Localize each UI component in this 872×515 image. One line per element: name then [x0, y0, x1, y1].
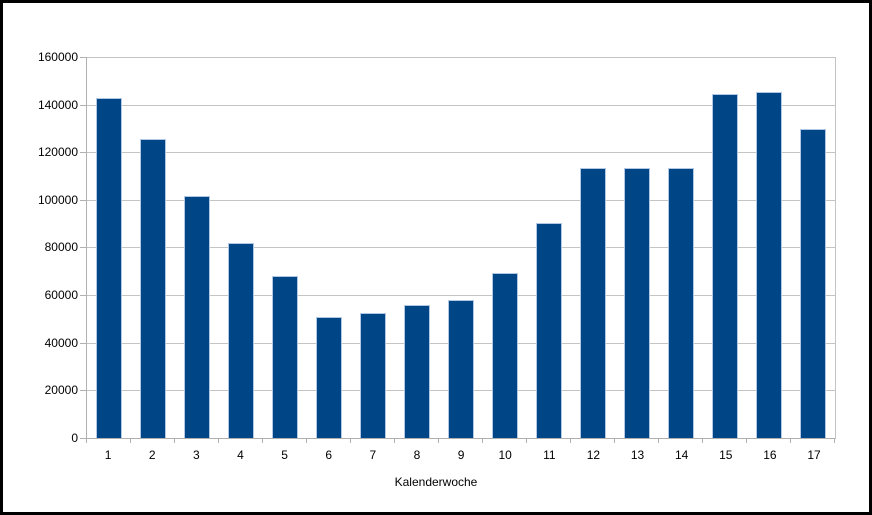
x-axis-tick [394, 438, 395, 443]
x-tick-label: 16 [763, 448, 777, 462]
bar-slot [351, 57, 395, 438]
gridline [87, 247, 835, 248]
gridline [87, 57, 835, 58]
bar-slot [483, 57, 527, 438]
y-tick-label: 20000 [44, 383, 78, 397]
y-tick-label: 160000 [37, 50, 78, 64]
y-tick-label: 40000 [44, 336, 78, 350]
x-tick-label: 4 [237, 448, 244, 462]
bar-slot [791, 57, 835, 438]
bar-slot [439, 57, 483, 438]
bar-kw-16 [756, 92, 782, 438]
y-axis-tick [80, 247, 86, 248]
x-tick-label: 17 [807, 448, 821, 462]
x-tick-label: 7 [369, 448, 377, 462]
x-tick-label: 10 [498, 448, 512, 462]
y-tick-label: 80000 [44, 240, 78, 254]
y-axis-tick [80, 295, 86, 296]
bar-slot [263, 57, 307, 438]
x-tick-label: 5 [281, 448, 288, 462]
x-axis-tick [746, 438, 747, 443]
x-axis-tick [614, 438, 615, 443]
bar-slot [747, 57, 791, 438]
plot-area [86, 57, 836, 439]
x-tick-label: 2 [148, 448, 156, 462]
x-tick-label: 15 [719, 448, 733, 462]
bar-kw-11 [536, 223, 562, 438]
x-axis-tick [790, 438, 791, 443]
gridline [87, 152, 835, 153]
bar-slot [527, 57, 571, 438]
x-axis-title: Kalenderwoche [394, 475, 478, 489]
x-axis-tick [834, 438, 835, 443]
y-tick-label: 100000 [37, 193, 78, 207]
bar-slot [703, 57, 747, 438]
bar-slot [131, 57, 175, 438]
x-tick-label: 13 [630, 448, 645, 462]
x-axis-tick [438, 438, 439, 443]
y-axis-tick [80, 152, 86, 153]
bar-kw-14 [668, 168, 694, 438]
y-axis-tick [80, 57, 86, 58]
bar-chart: 0 20000 40000 60000 80000 100000 120000 140000 1… [3, 3, 869, 512]
x-axis-tick [702, 438, 703, 443]
y-tick-label: 140000 [37, 98, 78, 112]
x-tick-label: 8 [413, 448, 421, 462]
bar-kw-2 [140, 139, 166, 438]
x-tick-label: 6 [325, 448, 333, 462]
bar-kw-12 [580, 168, 606, 438]
bar-slot [395, 57, 439, 438]
x-axis-labels: 1 2 3 4 5 6 7 8 9 10 11 12 13 14 15 16 17 [86, 448, 836, 462]
bar-kw-8 [404, 305, 430, 438]
x-tick-label: 3 [192, 448, 200, 462]
bar-kw-1 [96, 98, 122, 438]
y-axis-tick [80, 438, 86, 439]
bar-slot [307, 57, 351, 438]
bar-kw-17 [800, 129, 826, 438]
y-axis-tick [80, 200, 86, 201]
bar-slot [175, 57, 219, 438]
y-tick-label: 120000 [37, 145, 78, 159]
bar-slot [219, 57, 263, 438]
x-tick-label: 14 [675, 448, 689, 462]
x-axis-tick [570, 438, 571, 443]
x-tick-label: 1 [104, 448, 112, 462]
y-axis-tick [80, 105, 86, 106]
bar-slot [615, 57, 659, 438]
x-axis-tick [218, 438, 219, 443]
x-axis-tick [482, 438, 483, 443]
x-axis-tick [130, 438, 131, 443]
x-axis-tick [350, 438, 351, 443]
bar-kw-5 [272, 276, 298, 438]
x-axis-tick [526, 438, 527, 443]
x-tick-label: 9 [457, 448, 465, 462]
x-tick-label: 12 [586, 448, 601, 462]
bar-series [87, 57, 835, 438]
x-tick-label: 11 [543, 448, 556, 462]
bar-slot [659, 57, 703, 438]
y-axis-tick [80, 343, 86, 344]
gridline [87, 295, 835, 296]
y-tick-label: 60000 [44, 288, 78, 302]
bar-kw-6 [316, 317, 342, 438]
x-axis-tick [658, 438, 659, 443]
gridline [87, 105, 835, 106]
bar-kw-9 [448, 300, 474, 438]
bar-kw-10 [492, 273, 518, 438]
bar-kw-13 [624, 168, 650, 438]
bar-kw-15 [712, 94, 738, 438]
y-axis-tick [80, 390, 86, 391]
y-tick-label: 0 [71, 431, 78, 445]
bar-kw-3 [184, 196, 210, 438]
x-axis-tick [262, 438, 263, 443]
gridline [87, 200, 835, 201]
x-axis-tick [86, 438, 87, 443]
x-axis-tick [306, 438, 307, 443]
x-axis-tick [174, 438, 175, 443]
bar-kw-7 [360, 313, 386, 438]
bar-slot [87, 57, 131, 438]
bar-kw-4 [228, 243, 254, 438]
bar-slot [571, 57, 615, 438]
